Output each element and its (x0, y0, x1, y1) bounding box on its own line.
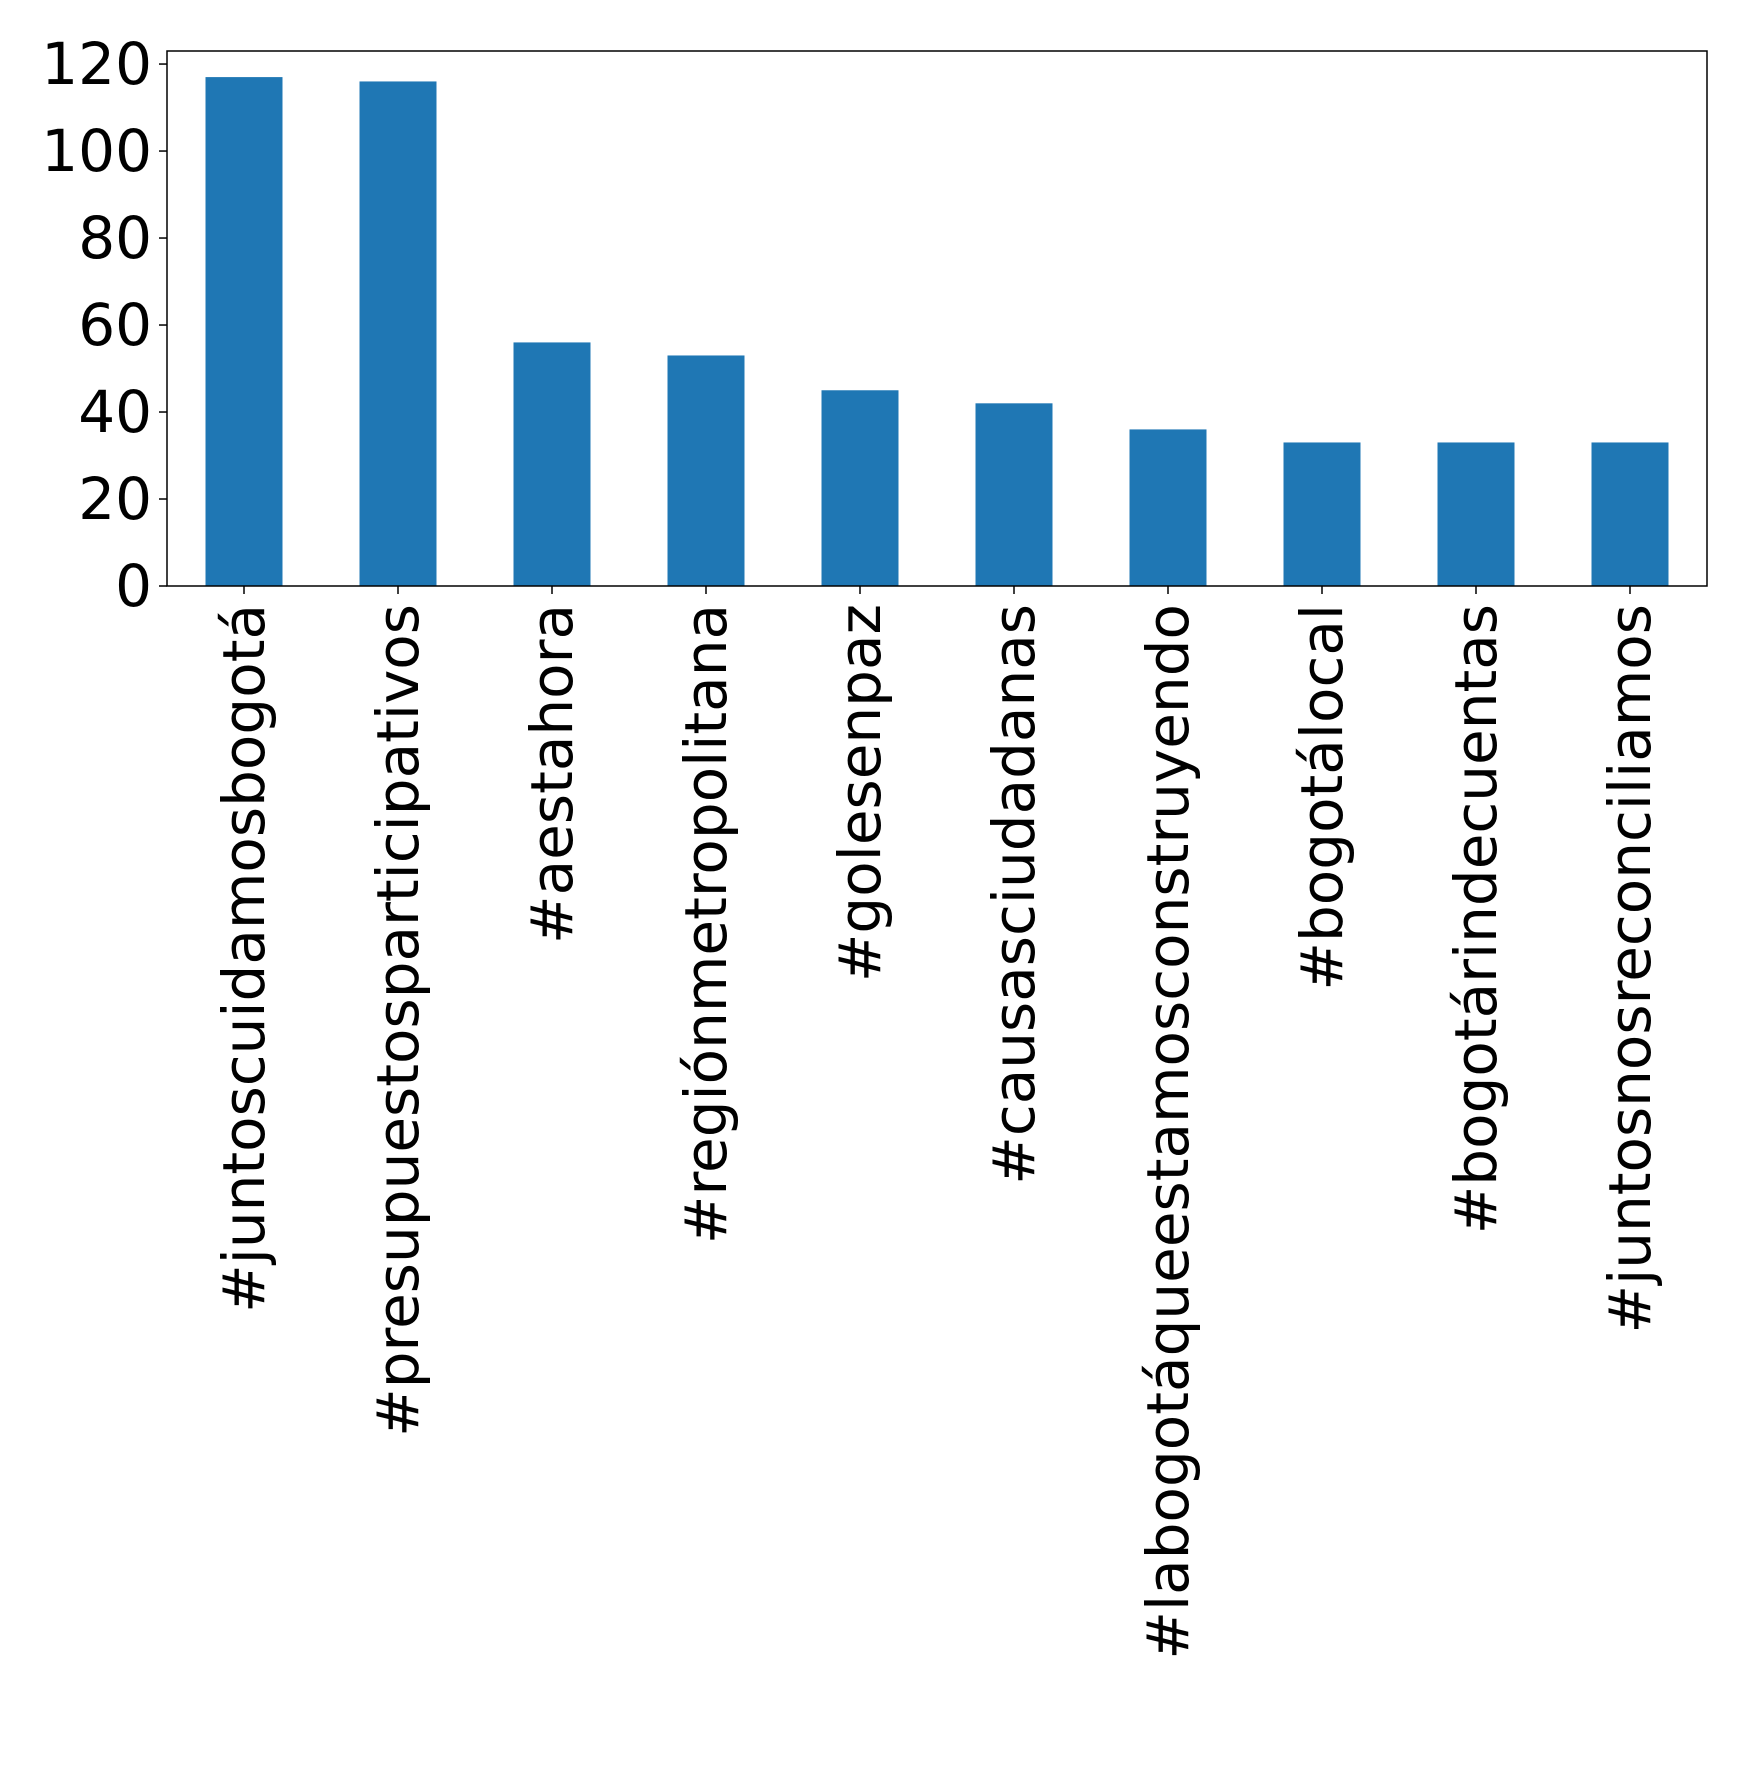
bar (205, 77, 283, 586)
x-tick-label: #presupuestosparticipativos (364, 604, 432, 1437)
bar (1129, 429, 1207, 586)
bar (1591, 442, 1669, 586)
bar (359, 81, 437, 587)
y-tick-label: 120 (41, 30, 152, 98)
y-tick-label: 20 (78, 465, 152, 533)
bar (1283, 442, 1361, 586)
y-tick-label: 80 (78, 204, 152, 272)
bar (667, 355, 745, 586)
y-tick-label: 100 (41, 117, 152, 185)
y-axis: 0 20 40 60 80 100 120 (41, 30, 167, 620)
x-tick-label: #causasciudadanas (980, 604, 1048, 1185)
x-tick-label: #bogotárindecuentas (1442, 604, 1510, 1234)
x-tick-label: #golesenpaz (826, 604, 894, 982)
plot-frame (166, 50, 1708, 587)
x-tick-label: #labogotáqueestamosconstruyendo (1134, 604, 1202, 1660)
bar (975, 403, 1053, 586)
bar (513, 342, 591, 586)
x-tick-label: #juntoscuidamosbogotá (210, 604, 278, 1313)
x-axis: #juntoscuidamosbogotá #presupuestospartic… (210, 586, 1664, 1660)
x-tick-label: #bogotálocal (1288, 604, 1356, 991)
bars-group (205, 77, 1669, 587)
y-tick-label: 0 (115, 552, 152, 620)
bar (1437, 442, 1515, 586)
x-tick-label: #aestahora (518, 604, 586, 944)
y-tick-label: 60 (78, 291, 152, 359)
y-tick-label: 40 (78, 378, 152, 446)
x-tick-label: #regiónmetropolitana (672, 604, 740, 1244)
bar (821, 390, 899, 586)
x-tick-label: #juntosnosreconciliamos (1596, 604, 1664, 1334)
